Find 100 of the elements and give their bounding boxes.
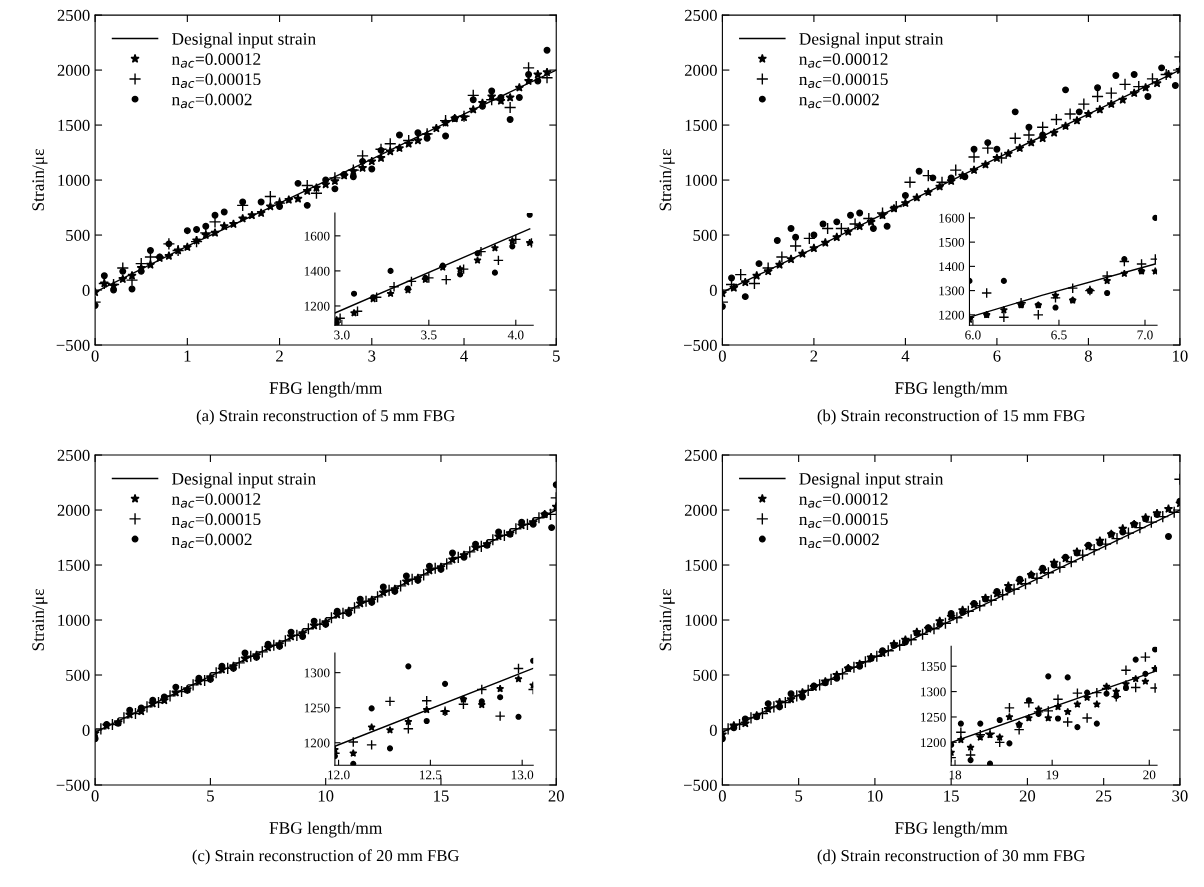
text: (a) Strain reconstruction of 5 mm FBG bbox=[196, 409, 455, 425]
x-tick-label: 25 bbox=[1096, 790, 1112, 802]
y-tick-label: 2500 bbox=[684, 9, 717, 22]
y-tick-label: 1500 bbox=[58, 559, 90, 571]
x-tick-label: 3 bbox=[368, 350, 376, 362]
y-tick-label: 1300 bbox=[921, 687, 946, 697]
y-tick-label: 1200 bbox=[939, 310, 965, 320]
y-tick-label: 2500 bbox=[684, 449, 717, 461]
y-tick-label: −500 bbox=[56, 779, 90, 791]
x-tick-label: 15 bbox=[944, 790, 959, 802]
x-tick-label: 15 bbox=[434, 790, 449, 802]
x-tick-label: 10 bbox=[1173, 350, 1188, 362]
y-tick-label: 500 bbox=[66, 669, 90, 681]
x-tick-label: 2 bbox=[276, 350, 283, 362]
x-tick-label: 4 bbox=[901, 350, 910, 362]
legend-label: n$_{ac}$=0.00015 bbox=[799, 513, 888, 528]
legend-label: n$_{ac}$=0.0002 bbox=[171, 533, 252, 549]
legend-label: n$_{ac}$=0.0002 bbox=[799, 533, 879, 549]
y-tick-label: −500 bbox=[683, 339, 717, 351]
legend-label: Designal input strain bbox=[799, 32, 944, 49]
y-tick-label: 500 bbox=[693, 229, 717, 241]
legend-label: n$_{ac}$=0.0002 bbox=[799, 93, 879, 109]
y-tick-label: −500 bbox=[683, 779, 717, 791]
x-axis-title: FBG length/mm bbox=[269, 381, 383, 398]
legend-label: n$_{ac}$=0.00012 bbox=[171, 493, 261, 508]
y-tick-label: 1500 bbox=[685, 119, 717, 132]
legend-label: Designal input strain bbox=[172, 472, 316, 489]
y-tick-label: 2000 bbox=[57, 504, 90, 516]
x-tick-label: 20 bbox=[1019, 790, 1036, 802]
x-tick-label: 12.0 bbox=[328, 770, 350, 780]
x-tick-label: 0 bbox=[718, 350, 726, 362]
y-tick-label: 1500 bbox=[58, 119, 90, 132]
x-tick-label: 5 bbox=[795, 790, 803, 802]
y-tick-label: 1200 bbox=[304, 738, 330, 748]
y-tick-label: 500 bbox=[66, 229, 90, 241]
x-tick-label: 0 bbox=[91, 350, 99, 362]
x-tick-label: 3.5 bbox=[421, 330, 437, 340]
x-tick-label: 10 bbox=[318, 790, 334, 802]
y-tick-label: −500 bbox=[56, 339, 90, 351]
y-axis-title: Strain/με bbox=[659, 589, 675, 651]
y-axis-title: Strain/με bbox=[32, 149, 48, 211]
y-tick-label: 1000 bbox=[685, 614, 717, 626]
x-tick-label: 0 bbox=[718, 790, 726, 802]
x-tick-label: 10 bbox=[868, 790, 883, 802]
y-tick-label: 0 bbox=[82, 724, 90, 736]
x-tick-label: 13.0 bbox=[511, 770, 534, 780]
y-tick-label: 1250 bbox=[921, 712, 946, 722]
y-tick-label: 2000 bbox=[684, 64, 717, 77]
y-tick-label: 1400 bbox=[304, 266, 330, 276]
x-tick-label: 0 bbox=[91, 790, 99, 802]
text: (d) Strain reconstruction of 30 mm FBG bbox=[817, 849, 1085, 865]
y-tick-label: 2000 bbox=[684, 504, 717, 516]
y-tick-label: 1300 bbox=[304, 668, 330, 678]
x-tick-label: 30 bbox=[1172, 790, 1188, 802]
x-tick-label: 3.0 bbox=[334, 330, 350, 340]
y-tick-label: 2000 bbox=[57, 64, 90, 77]
y-tick-label: 1300 bbox=[939, 286, 965, 296]
y-tick-label: 1500 bbox=[685, 559, 717, 571]
y-tick-label: 1200 bbox=[921, 738, 946, 748]
y-axis-title: Strain/με bbox=[32, 589, 48, 651]
y-tick-label: 1000 bbox=[685, 174, 717, 187]
x-tick-label: 8 bbox=[1084, 350, 1092, 362]
legend-label: n$_{ac}$=0.00012 bbox=[799, 53, 888, 68]
x-tick-label: 6 bbox=[993, 350, 1001, 362]
y-tick-label: 1250 bbox=[304, 703, 330, 713]
x-tick-label: 2 bbox=[810, 350, 818, 362]
y-tick-label: 1350 bbox=[921, 662, 946, 671]
x-tick-label: 4.0 bbox=[507, 330, 524, 340]
y-tick-label: 1400 bbox=[939, 262, 965, 272]
y-tick-label: 0 bbox=[82, 284, 90, 296]
x-tick-label: 20 bbox=[548, 790, 564, 802]
x-tick-label: 19 bbox=[1046, 770, 1059, 780]
x-tick-label: 20 bbox=[1143, 770, 1156, 780]
y-tick-label: 1200 bbox=[304, 301, 330, 311]
y-tick-label: 1600 bbox=[304, 231, 330, 241]
x-axis-title: FBG length/mm bbox=[894, 381, 1008, 398]
y-axis-title: Strain/με bbox=[659, 149, 675, 211]
y-tick-label: 500 bbox=[693, 669, 717, 681]
y-tick-label: 1600 bbox=[939, 213, 965, 223]
y-tick-label: 1500 bbox=[939, 237, 965, 247]
x-tick-label: 18 bbox=[949, 770, 962, 780]
legend-label: n$_{ac}$=0.0002 bbox=[171, 93, 252, 109]
y-tick-label: 1000 bbox=[58, 614, 90, 626]
x-tick-label: 7.0 bbox=[1137, 330, 1153, 340]
legend-label: Designal input strain bbox=[172, 32, 316, 49]
y-tick-label: 2500 bbox=[57, 9, 90, 22]
x-tick-label: 4 bbox=[460, 350, 468, 362]
x-tick-label: 1 bbox=[184, 350, 191, 362]
legend-label: n$_{ac}$=0.00015 bbox=[799, 73, 888, 88]
y-tick-label: 1000 bbox=[58, 174, 90, 187]
x-axis-title: FBG length/mm bbox=[269, 821, 383, 838]
text: (c) Strain reconstruction of 20 mm FBG bbox=[192, 849, 459, 865]
x-tick-label: 5 bbox=[553, 350, 560, 362]
legend-label: n$_{ac}$=0.00012 bbox=[171, 53, 261, 68]
legend-label: Designal input strain bbox=[799, 472, 944, 489]
text: (b) Strain reconstruction of 15 mm FBG bbox=[817, 409, 1085, 425]
x-tick-label: 6.0 bbox=[965, 330, 981, 340]
x-tick-label: 12.5 bbox=[419, 770, 442, 780]
legend-label: n$_{ac}$=0.00012 bbox=[799, 493, 888, 508]
y-tick-label: 2500 bbox=[57, 449, 90, 461]
